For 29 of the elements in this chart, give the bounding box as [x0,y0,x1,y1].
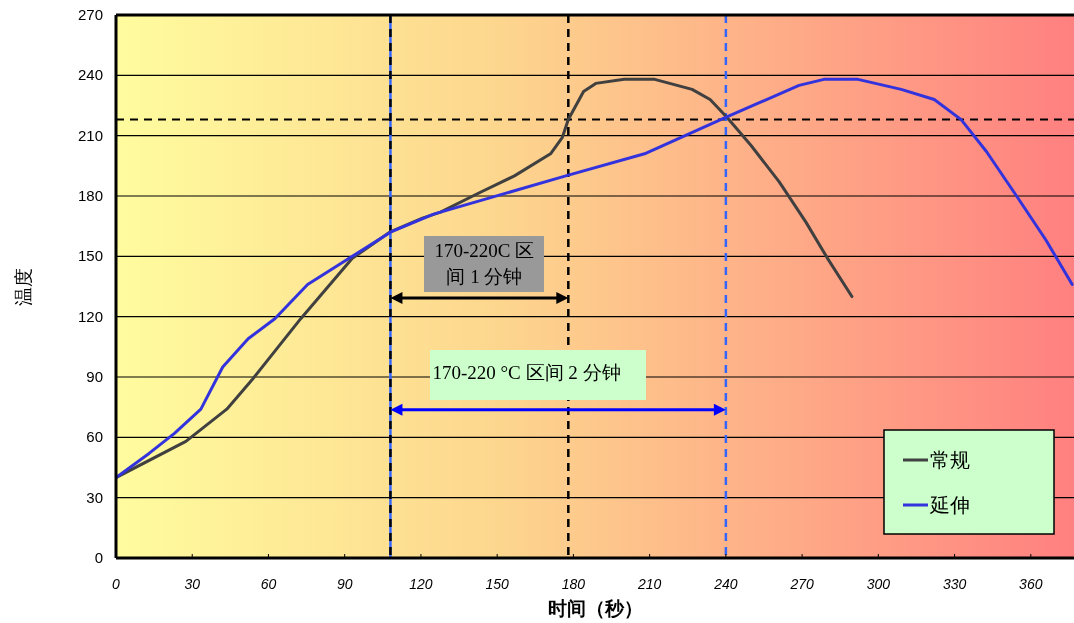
annotation: 170-220C 区间 1 分钟 [424,235,545,292]
y-tick-label: 240 [77,66,103,84]
x-tick-label: 360 [1019,576,1043,592]
legend-label: 延伸 [929,494,970,516]
x-tick-label: 180 [561,576,586,592]
x-tick-label: 300 [866,576,891,592]
x-tick-label: 330 [942,576,967,592]
y-axis-title: 温度 [13,267,34,306]
y-tick-label: 150 [77,247,103,265]
x-tick-label: 150 [485,576,510,592]
x-tick-label: 120 [409,576,433,592]
x-axis-title: 时间（秒） [547,598,643,619]
x-tick-label: 60 [260,576,277,592]
y-tick-label: 60 [86,428,103,446]
x-tick-label: 30 [184,576,201,592]
x-tick-label: 0 [112,576,121,592]
y-tick-label: 120 [77,307,103,325]
y-tick-label: 270 [77,6,103,23]
y-tick-label: 90 [86,368,103,385]
legend-label: 常规 [930,449,970,471]
y-tick-label: 30 [86,488,103,506]
x-tick-label: 240 [713,576,738,592]
x-tick-label: 90 [336,576,353,592]
annotation: 170-220 °C 区间 2 分钟 [430,349,646,400]
y-tick-label: 210 [77,126,103,144]
x-tick-label: 210 [636,576,662,592]
x-tick-label: 270 [789,576,814,592]
y-tick-label: 180 [77,187,103,204]
y-tick-label: 0 [94,549,103,566]
